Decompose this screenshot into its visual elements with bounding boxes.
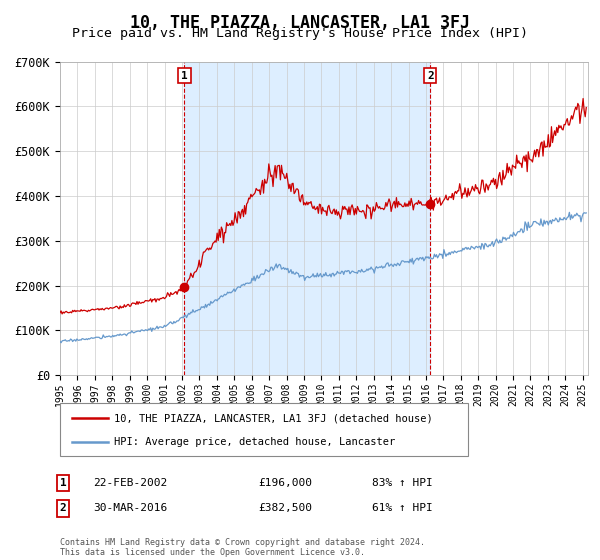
Text: Contains HM Land Registry data © Crown copyright and database right 2024.
This d: Contains HM Land Registry data © Crown c… — [60, 538, 425, 557]
Text: 1: 1 — [181, 71, 188, 81]
Text: 61% ↑ HPI: 61% ↑ HPI — [372, 503, 433, 514]
Text: 22-FEB-2002: 22-FEB-2002 — [93, 478, 167, 488]
Text: 10, THE PIAZZA, LANCASTER, LA1 3FJ (detached house): 10, THE PIAZZA, LANCASTER, LA1 3FJ (deta… — [114, 413, 433, 423]
Text: 10, THE PIAZZA, LANCASTER, LA1 3FJ: 10, THE PIAZZA, LANCASTER, LA1 3FJ — [130, 14, 470, 32]
Text: HPI: Average price, detached house, Lancaster: HPI: Average price, detached house, Lanc… — [114, 436, 395, 446]
Text: Price paid vs. HM Land Registry's House Price Index (HPI): Price paid vs. HM Land Registry's House … — [72, 27, 528, 40]
Text: 83% ↑ HPI: 83% ↑ HPI — [372, 478, 433, 488]
Text: 1: 1 — [59, 478, 67, 488]
Text: 2: 2 — [427, 71, 434, 81]
Text: £196,000: £196,000 — [258, 478, 312, 488]
Text: £382,500: £382,500 — [258, 503, 312, 514]
Text: 30-MAR-2016: 30-MAR-2016 — [93, 503, 167, 514]
Text: 2: 2 — [59, 503, 67, 514]
Bar — [184, 62, 430, 375]
